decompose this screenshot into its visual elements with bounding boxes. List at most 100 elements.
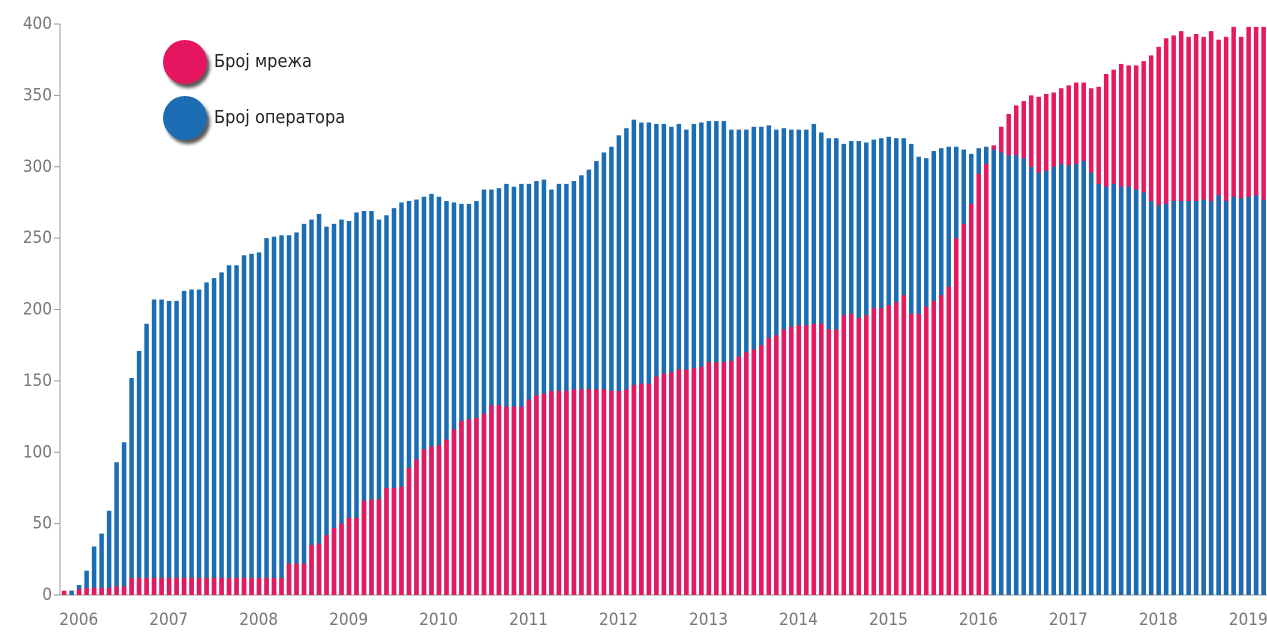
bar [271, 236, 277, 595]
bar [331, 527, 337, 595]
bar [264, 577, 269, 595]
bar [196, 577, 202, 595]
bar [586, 389, 592, 595]
bar [1141, 192, 1146, 595]
bar [114, 586, 119, 595]
bar [879, 308, 884, 595]
bar [894, 302, 899, 595]
bar [549, 390, 554, 595]
y-tick-label: 300 [23, 157, 52, 177]
bar [451, 429, 457, 595]
bar [421, 196, 427, 596]
bar [511, 406, 517, 595]
bar [1216, 195, 1221, 596]
bar [781, 329, 787, 595]
bar [579, 389, 584, 595]
bar [339, 219, 344, 595]
bar [496, 405, 502, 595]
bar [564, 390, 569, 595]
bar [414, 459, 419, 595]
bar [1186, 201, 1191, 595]
x-tick-label: 2009 [329, 610, 368, 630]
bar [234, 265, 239, 595]
bar [376, 219, 382, 595]
bar [264, 238, 269, 595]
bar [369, 499, 374, 595]
bar [1096, 183, 1101, 595]
bar [541, 393, 547, 595]
bar [459, 203, 464, 596]
bar [654, 376, 659, 595]
bar [166, 300, 172, 595]
bar [624, 128, 629, 595]
bar [961, 223, 966, 595]
bar [721, 121, 727, 595]
bar [1036, 172, 1041, 595]
bar [714, 121, 719, 595]
bar [556, 390, 562, 595]
bar [594, 161, 599, 596]
bar [106, 510, 112, 595]
bar [181, 577, 187, 595]
bar [1111, 183, 1116, 595]
bar [676, 123, 682, 596]
x-tick-label: 2007 [149, 610, 188, 630]
bar [1058, 163, 1064, 595]
bar [1133, 189, 1139, 595]
bar [796, 325, 802, 595]
bar [241, 577, 247, 595]
bar [481, 413, 487, 595]
bar [684, 129, 689, 595]
bar [886, 305, 892, 595]
bar [601, 389, 607, 595]
bar [909, 313, 914, 595]
bar [789, 326, 794, 595]
bar [594, 389, 599, 595]
x-tick-label: 2008 [239, 610, 278, 630]
x-tick-label: 2010 [419, 610, 458, 630]
bar [466, 203, 472, 596]
bar [819, 323, 824, 595]
bar [983, 163, 989, 595]
bar [706, 121, 712, 595]
x-tick-label: 2019 [1229, 610, 1267, 630]
bar [834, 329, 839, 595]
bar [99, 533, 104, 595]
bar [324, 535, 329, 595]
bar [234, 577, 239, 595]
x-tick-label: 2006 [59, 610, 98, 630]
bar [864, 315, 869, 595]
bar [151, 299, 157, 595]
bar [279, 577, 284, 595]
bar [384, 487, 389, 595]
bar [639, 122, 644, 595]
bar [706, 362, 712, 595]
bar [519, 406, 524, 595]
bar [436, 445, 442, 595]
bar [204, 577, 209, 595]
bar [579, 175, 584, 595]
bar [444, 439, 449, 595]
bar [1073, 163, 1079, 595]
bar [519, 183, 524, 595]
bar [99, 587, 104, 595]
bar [661, 123, 667, 596]
bar [654, 123, 659, 596]
bar [946, 286, 952, 595]
bar [774, 335, 779, 595]
bar [968, 203, 974, 596]
bar [84, 570, 89, 595]
bar [391, 487, 397, 595]
bar [354, 212, 359, 595]
bar [114, 462, 119, 595]
bar [1253, 195, 1259, 596]
bar [998, 152, 1004, 595]
bar [174, 577, 179, 595]
bar [444, 201, 449, 595]
bar [249, 253, 254, 595]
bar [751, 349, 757, 595]
bar [504, 183, 509, 595]
bar [1043, 171, 1049, 595]
bar [136, 577, 142, 595]
bar [856, 318, 862, 595]
